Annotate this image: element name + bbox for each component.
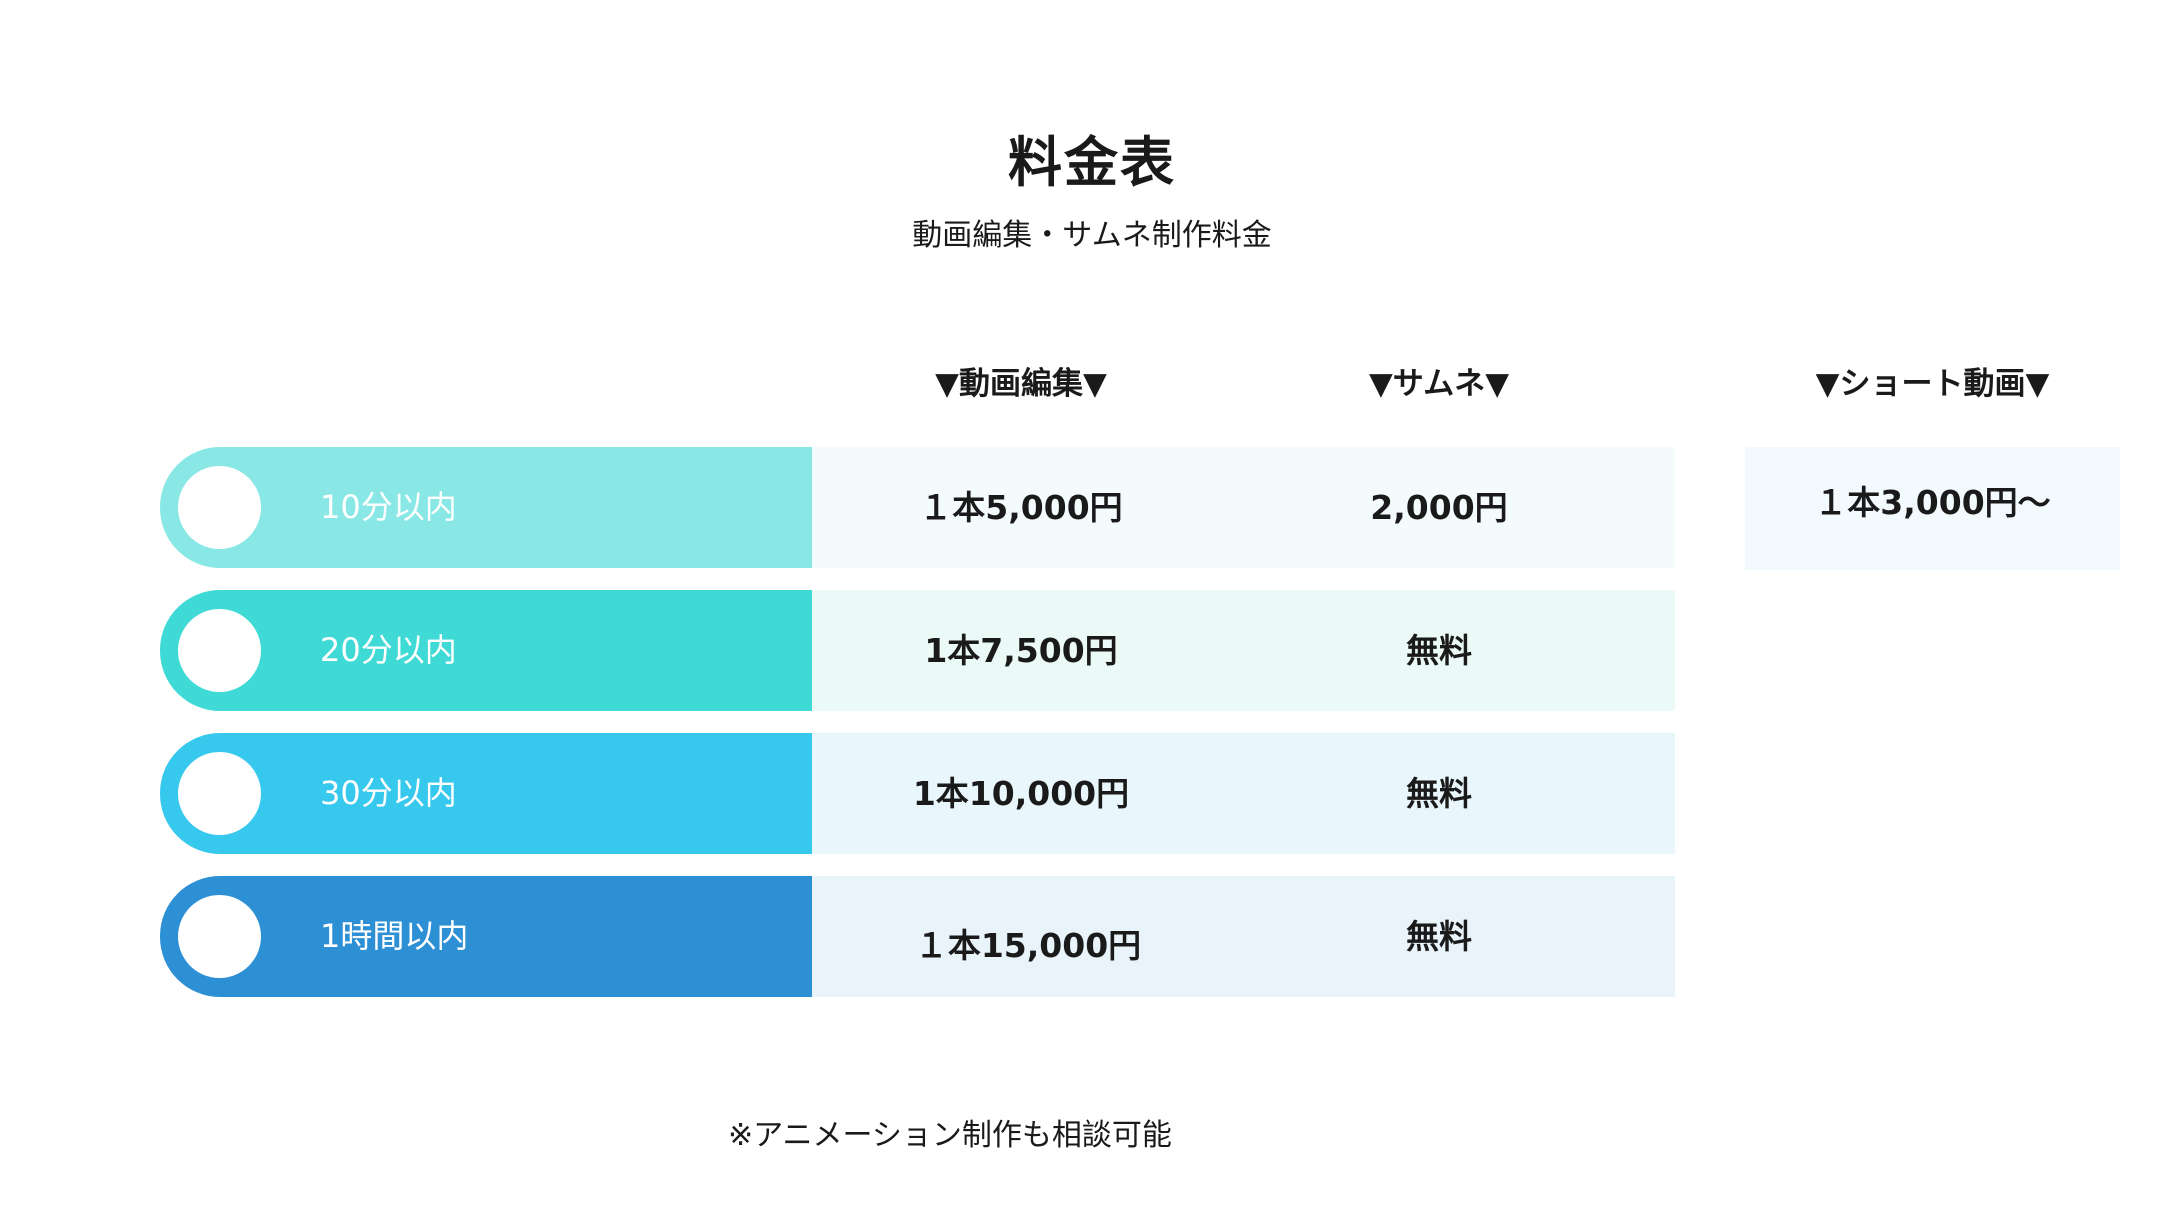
video-price: １本15,000円 — [914, 926, 1142, 965]
circle-icon — [178, 466, 261, 549]
page-subtitle: 動画編集・サムネ制作料金 — [912, 218, 1272, 253]
thumbnail-price: 無料 — [1406, 631, 1472, 670]
price-cells: 1本10,000円 無料 — [812, 733, 1675, 854]
duration-label: 20分以内 — [320, 631, 457, 669]
duration-label: 30分以内 — [320, 774, 457, 812]
price-cells: １本5,000円 2,000円 — [812, 447, 1675, 568]
video-price: １本5,000円 — [919, 488, 1123, 527]
page-title: 料金表 — [1008, 131, 1176, 194]
price-cells: 1本7,500円 無料 — [812, 590, 1675, 711]
circle-icon — [178, 609, 261, 692]
duration-pill: 1時間以内 — [160, 876, 812, 997]
price-cells: １本15,000円 無料 — [812, 876, 1675, 997]
duration-label: 10分以内 — [320, 488, 457, 526]
short-video-price: １本3,000円〜 — [1814, 483, 2051, 522]
column-header-thumbnail: ▼サムネ▼ — [1368, 366, 1510, 402]
duration-pill: 20分以内 — [160, 590, 812, 711]
duration-pill: 30分以内 — [160, 733, 812, 854]
thumbnail-price: 無料 — [1406, 774, 1472, 813]
circle-icon — [178, 895, 261, 978]
circle-icon — [178, 752, 261, 835]
duration-pill: 10分以内 — [160, 447, 812, 568]
duration-label: 1時間以内 — [320, 917, 469, 955]
thumbnail-price: 2,000円 — [1370, 488, 1508, 527]
video-price: 1本10,000円 — [912, 774, 1130, 813]
thumbnail-price: 無料 — [1406, 917, 1472, 956]
footer-note: ※アニメーション制作も相談可能 — [728, 1118, 1172, 1153]
short-video-price-box: １本3,000円〜 — [1745, 447, 2120, 570]
column-header-video: ▼動画編集▼ — [935, 366, 1107, 402]
video-price: 1本7,500円 — [924, 631, 1118, 670]
column-header-short: ▼ショート動画▼ — [1815, 366, 2050, 402]
